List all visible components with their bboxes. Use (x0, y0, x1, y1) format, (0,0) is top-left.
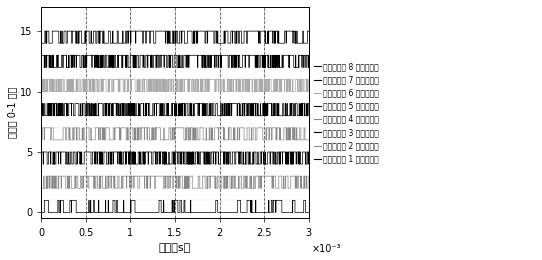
Legend: 对应传感器 8 的数字序列, 对应传感器 7 的数字序列, 对应传感器 6 的数字序列, 对应传感器 5 的数字序列, 对应传感器 4 的数字序列, 对应传感器: 对应传感器 8 的数字序列, 对应传感器 7 的数字序列, 对应传感器 6 的数… (312, 59, 382, 166)
Y-axis label: 数字化 0-1 电平: 数字化 0-1 电平 (7, 87, 17, 138)
Text: ×10⁻³: ×10⁻³ (312, 244, 341, 254)
X-axis label: 时间（s）: 时间（s） (159, 243, 191, 253)
